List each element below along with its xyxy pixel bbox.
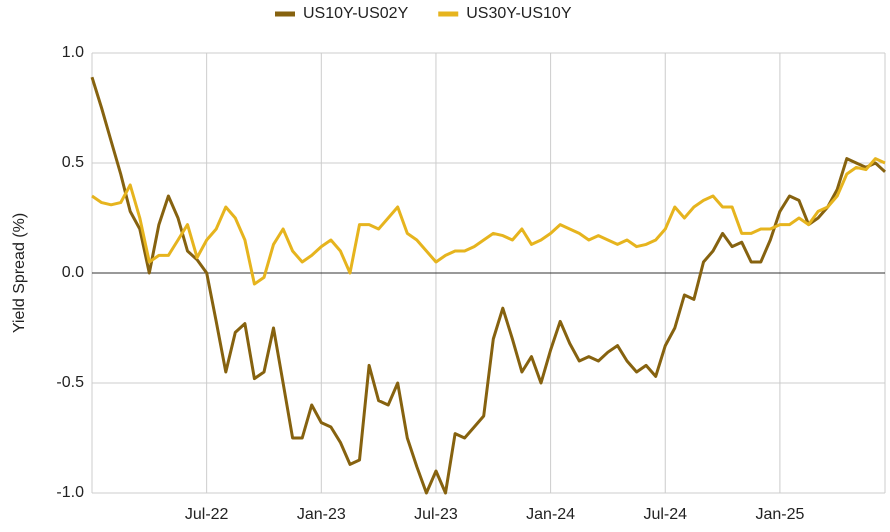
x-tick-label: Jan-23 (297, 506, 346, 523)
y-tick-label: -1.0 (56, 484, 84, 501)
x-tick-label: Jan-24 (526, 506, 575, 523)
x-tick-label: Jan-25 (755, 506, 804, 523)
y-tick-label: 0.0 (62, 264, 84, 281)
series-line (90, 76, 887, 495)
x-tick-label: Jul-22 (185, 506, 229, 523)
legend-label: US10Y-US02Y (303, 5, 409, 22)
series-line (91, 157, 886, 286)
y-tick-label: 1.0 (62, 44, 84, 61)
x-tick-label: Jul-23 (414, 506, 458, 523)
legend-label: US30Y-US10Y (466, 5, 572, 22)
x-tick-label: Jul-24 (643, 506, 687, 523)
y-tick-label: -0.5 (56, 374, 84, 391)
y-tick-label: 0.5 (62, 154, 84, 171)
y-axis-label: Yield Spread (%) (11, 213, 28, 333)
